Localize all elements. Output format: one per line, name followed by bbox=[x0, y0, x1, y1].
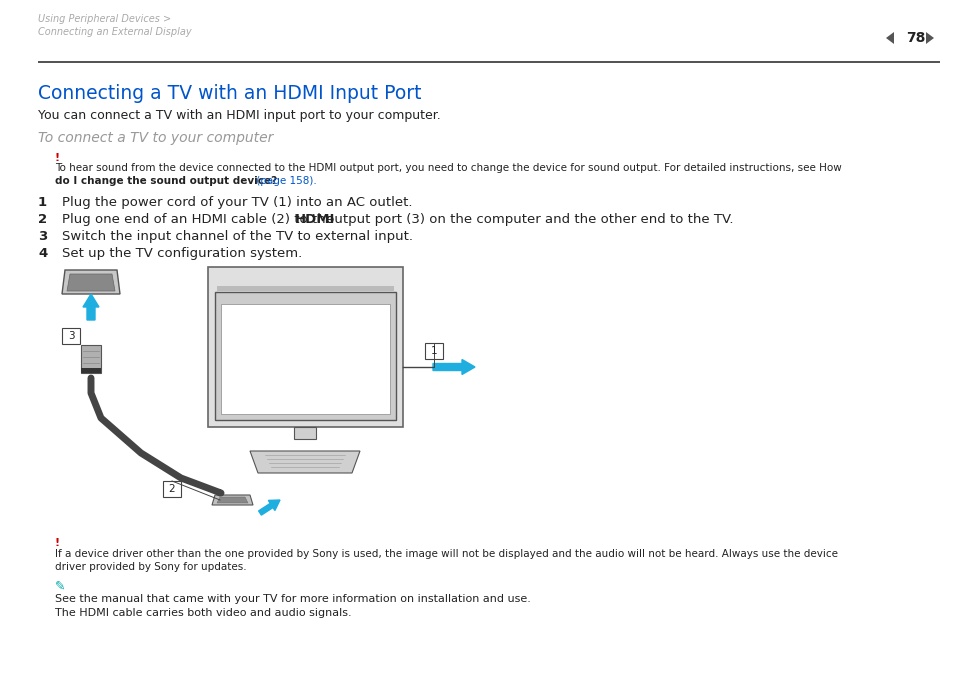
Polygon shape bbox=[62, 270, 120, 294]
Text: To connect a TV to your computer: To connect a TV to your computer bbox=[38, 131, 274, 145]
FancyArrow shape bbox=[83, 294, 99, 320]
Polygon shape bbox=[67, 274, 115, 291]
Polygon shape bbox=[885, 32, 893, 44]
Text: 2: 2 bbox=[169, 484, 175, 494]
Text: !: ! bbox=[55, 538, 60, 548]
Bar bbox=[208, 267, 402, 427]
Text: 2: 2 bbox=[38, 213, 47, 226]
Polygon shape bbox=[216, 497, 248, 503]
Text: 1: 1 bbox=[430, 346, 436, 356]
Text: ✎: ✎ bbox=[55, 580, 66, 593]
Text: You can connect a TV with an HDMI input port to your computer.: You can connect a TV with an HDMI input … bbox=[38, 109, 440, 122]
Text: !: ! bbox=[55, 153, 60, 163]
Text: 1: 1 bbox=[38, 196, 47, 209]
Text: See the manual that came with your TV for more information on installation and u: See the manual that came with your TV fo… bbox=[55, 594, 530, 604]
Text: Using Peripheral Devices >: Using Peripheral Devices > bbox=[38, 14, 171, 24]
Bar bbox=[221, 304, 390, 414]
Bar bbox=[62, 328, 80, 344]
FancyArrow shape bbox=[433, 359, 475, 375]
Text: Plug one end of an HDMI cable (2) to the: Plug one end of an HDMI cable (2) to the bbox=[62, 213, 337, 226]
Text: To hear sound from the device connected to the HDMI output port, you need to cha: To hear sound from the device connected … bbox=[55, 163, 841, 173]
Text: Set up the TV configuration system.: Set up the TV configuration system. bbox=[62, 247, 302, 260]
Text: do I change the sound output device?: do I change the sound output device? bbox=[55, 176, 276, 186]
Bar bbox=[216, 286, 394, 291]
Polygon shape bbox=[250, 451, 359, 473]
Bar bbox=[163, 481, 181, 497]
Bar bbox=[424, 343, 442, 359]
Polygon shape bbox=[212, 495, 253, 505]
Text: Connecting a TV with an HDMI Input Port: Connecting a TV with an HDMI Input Port bbox=[38, 84, 421, 103]
Text: driver provided by Sony for updates.: driver provided by Sony for updates. bbox=[55, 562, 247, 572]
Text: output port (3) on the computer and the other end to the TV.: output port (3) on the computer and the … bbox=[322, 213, 733, 226]
Text: The HDMI cable carries both video and audio signals.: The HDMI cable carries both video and au… bbox=[55, 608, 352, 618]
Text: If a device driver other than the one provided by Sony is used, the image will n: If a device driver other than the one pr… bbox=[55, 549, 837, 559]
Bar bbox=[81, 345, 101, 373]
Polygon shape bbox=[925, 32, 933, 44]
Text: 3: 3 bbox=[68, 331, 74, 341]
Bar bbox=[81, 368, 101, 373]
FancyArrow shape bbox=[258, 500, 280, 515]
Text: 3: 3 bbox=[38, 230, 48, 243]
Text: 4: 4 bbox=[38, 247, 48, 260]
Text: Connecting an External Display: Connecting an External Display bbox=[38, 27, 192, 37]
Text: Plug the power cord of your TV (1) into an AC outlet.: Plug the power cord of your TV (1) into … bbox=[62, 196, 412, 209]
Text: 78: 78 bbox=[905, 31, 924, 45]
Text: (page 158).: (page 158). bbox=[253, 176, 316, 186]
Text: Switch the input channel of the TV to external input.: Switch the input channel of the TV to ex… bbox=[62, 230, 413, 243]
Bar bbox=[294, 427, 315, 439]
Bar bbox=[214, 292, 395, 420]
Text: HDMI: HDMI bbox=[294, 213, 335, 226]
